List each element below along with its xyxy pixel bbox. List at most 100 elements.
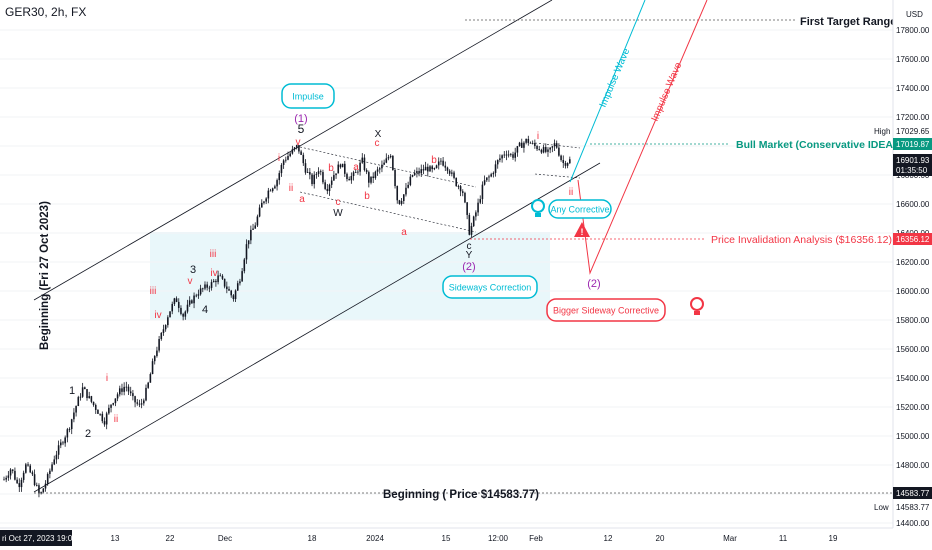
candle-body — [339, 164, 342, 168]
candle-body — [396, 186, 399, 201]
candle-body — [536, 146, 538, 150]
candle-body — [217, 275, 219, 283]
candle-body — [188, 300, 191, 305]
candle-body — [147, 382, 149, 388]
candle-body — [29, 465, 32, 473]
impulse-label-text: Impulse — [292, 92, 324, 102]
candle-body — [368, 172, 370, 183]
symbol-label: GER30, 2h, FX — [5, 5, 87, 19]
candle-body — [442, 160, 444, 166]
candle-body — [169, 311, 171, 318]
candle-body — [123, 386, 125, 392]
candle-body — [164, 325, 167, 330]
impulse-label-box — [281, 83, 335, 109]
candle-body — [64, 437, 66, 444]
candle-body — [486, 177, 488, 181]
candle-body — [210, 282, 213, 288]
candle-body — [337, 164, 340, 174]
candle-body — [540, 149, 543, 153]
bull-market-text: Bull Market (Conservative IDEA) — [736, 139, 896, 151]
candle-body — [295, 145, 298, 148]
candle-body — [136, 402, 139, 404]
candle-body — [464, 192, 466, 203]
candle-body — [60, 442, 62, 446]
candle-body — [302, 154, 305, 164]
time-tick-label: Feb — [529, 534, 543, 543]
candle-body — [66, 429, 69, 438]
candle-body — [483, 180, 486, 185]
candle-body — [228, 289, 230, 291]
small-channel-lower — [534, 173, 581, 179]
wave-label: a — [299, 194, 305, 205]
candle-body — [315, 173, 318, 175]
candle-body — [385, 158, 388, 163]
beginning-tag: 14583.77 — [896, 489, 930, 498]
candle-body — [357, 171, 359, 173]
candle-body — [202, 288, 204, 290]
candle-body — [547, 149, 549, 152]
candle-body — [566, 163, 569, 166]
candle-body — [33, 474, 36, 486]
candle-body — [55, 454, 58, 460]
currency-label: USD — [906, 10, 923, 19]
wave-label: ii — [114, 414, 118, 425]
candle-body — [505, 154, 508, 156]
candle-body — [365, 169, 368, 173]
candle-body — [306, 172, 309, 173]
wave-label: i — [278, 153, 280, 164]
candle-body — [416, 171, 418, 174]
candle-body — [378, 168, 381, 170]
candle-body — [239, 281, 241, 284]
candle-body — [551, 146, 554, 148]
candle-body — [134, 396, 136, 403]
candle-body — [544, 147, 547, 152]
candle-body — [313, 174, 316, 185]
candle-body — [311, 174, 313, 185]
candle-body — [387, 157, 390, 159]
candle-body — [103, 421, 106, 425]
candle-body — [53, 459, 56, 465]
candle-body — [245, 244, 248, 260]
time-cursor-label: ri Oct 27, 2023 19:00 — [2, 534, 77, 543]
candle-body — [110, 404, 112, 408]
candle-body — [40, 492, 42, 494]
wave-label: c — [375, 138, 380, 149]
candle-body — [372, 176, 374, 179]
candle-body — [514, 152, 516, 158]
candle-body — [501, 155, 503, 159]
candle-body — [507, 154, 510, 156]
candle-body — [221, 275, 224, 279]
candle-body — [243, 259, 246, 272]
candle-body — [86, 389, 88, 399]
wave-label: v — [188, 276, 193, 287]
candle-body — [252, 228, 254, 230]
lower-channel-line — [33, 162, 601, 493]
candle-body — [494, 164, 497, 173]
price-tick-label: 16600.00 — [896, 200, 930, 209]
candle-body — [490, 174, 492, 177]
candle-body — [518, 142, 521, 147]
wave-label: iii — [150, 286, 157, 297]
candle-body — [46, 474, 49, 484]
warning-icon-mark: ! — [581, 227, 584, 237]
candle-body — [433, 168, 436, 170]
candle-body — [226, 286, 228, 290]
wave-label: c — [467, 241, 472, 252]
candle-body — [322, 172, 324, 183]
candle-body — [197, 294, 200, 296]
candle-body — [333, 175, 335, 181]
candle-body — [293, 147, 296, 150]
wave-label: iv — [154, 310, 161, 321]
candle-body — [18, 483, 21, 488]
candle-body — [140, 403, 143, 405]
candle-body — [328, 184, 331, 192]
wave-label: (2) — [587, 278, 600, 290]
wave-label: (1) — [294, 113, 307, 125]
candle-body — [20, 479, 23, 488]
candle-body — [319, 171, 322, 173]
candle-body — [503, 154, 506, 156]
wave-label: i — [537, 131, 539, 142]
idea-bulb-blue-icon — [531, 199, 545, 213]
candle-body — [470, 226, 473, 235]
